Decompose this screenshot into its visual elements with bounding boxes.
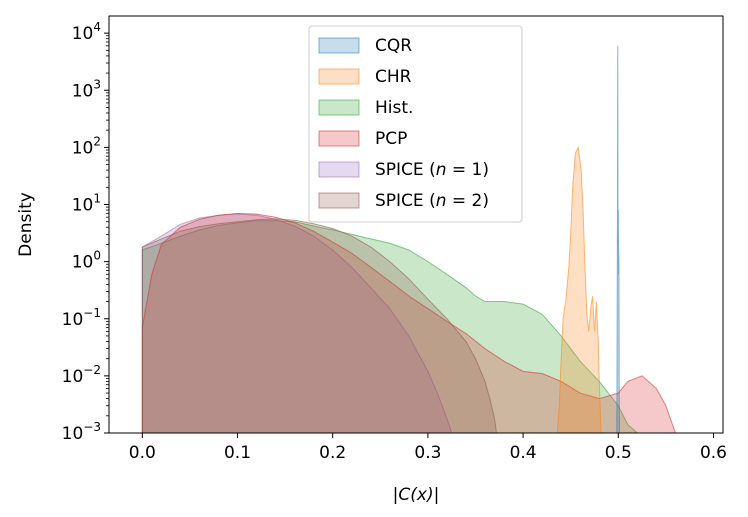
x-tick-label: 0.5 [605, 443, 632, 463]
x-tick-label: 0.4 [510, 443, 537, 463]
legend-swatch [318, 161, 360, 178]
y-tick-label: 102 [72, 134, 101, 158]
x-tick-label: 0.3 [414, 443, 441, 463]
legend-box [308, 25, 523, 223]
x-tick-label: 0.1 [224, 443, 251, 463]
x-axis-ticks: 0.0 0.1 0.2 0.3 0.4 0.5 0.6 [129, 433, 727, 463]
y-tick-label: 100 [72, 249, 101, 273]
legend-swatch [318, 99, 360, 116]
legend-label: CHR [375, 67, 412, 87]
y-tick-label: 10−1 [62, 306, 101, 330]
density-areas [141, 45, 676, 433]
x-tick-label: 0.2 [319, 443, 346, 463]
legend-swatch [318, 130, 360, 147]
y-tick-label: 10−3 [62, 420, 101, 444]
legend-swatch [318, 37, 360, 54]
legend-label: CQR [375, 36, 412, 56]
y-tick-label: 103 [72, 77, 101, 101]
x-tick-label: 0.0 [129, 443, 156, 463]
x-tick-label: 0.6 [700, 443, 727, 463]
legend: CQR CHR Hist. PCP SPICE (n = 1) SPICE (n = 2) [308, 25, 523, 223]
area-hist [141, 220, 639, 433]
y-tick-label: 101 [72, 192, 101, 216]
y-axis-label: Density [16, 192, 36, 257]
legend-label: SPICE (n = 1) [375, 160, 489, 180]
area-spice-n-1 [141, 213, 453, 433]
legend-label: SPICE (n = 2) [375, 191, 489, 211]
x-axis-label: |C(x)| [393, 485, 440, 505]
area-cqr [616, 45, 620, 433]
y-tick-label: 104 [72, 20, 101, 44]
legend-label: Hist. [375, 98, 413, 118]
area-spice-n-2 [141, 218, 497, 433]
legend-swatch [318, 68, 360, 85]
y-tick-label: 10−2 [62, 363, 101, 387]
legend-swatch [318, 192, 360, 209]
y-axis-ticks: 10−3 10−2 10−1 100 101 102 103 104 [62, 20, 109, 444]
area-pcp [141, 212, 676, 433]
plot-frame [108, 15, 724, 434]
legend-label: PCP [375, 129, 407, 149]
area-chr [556, 145, 602, 433]
